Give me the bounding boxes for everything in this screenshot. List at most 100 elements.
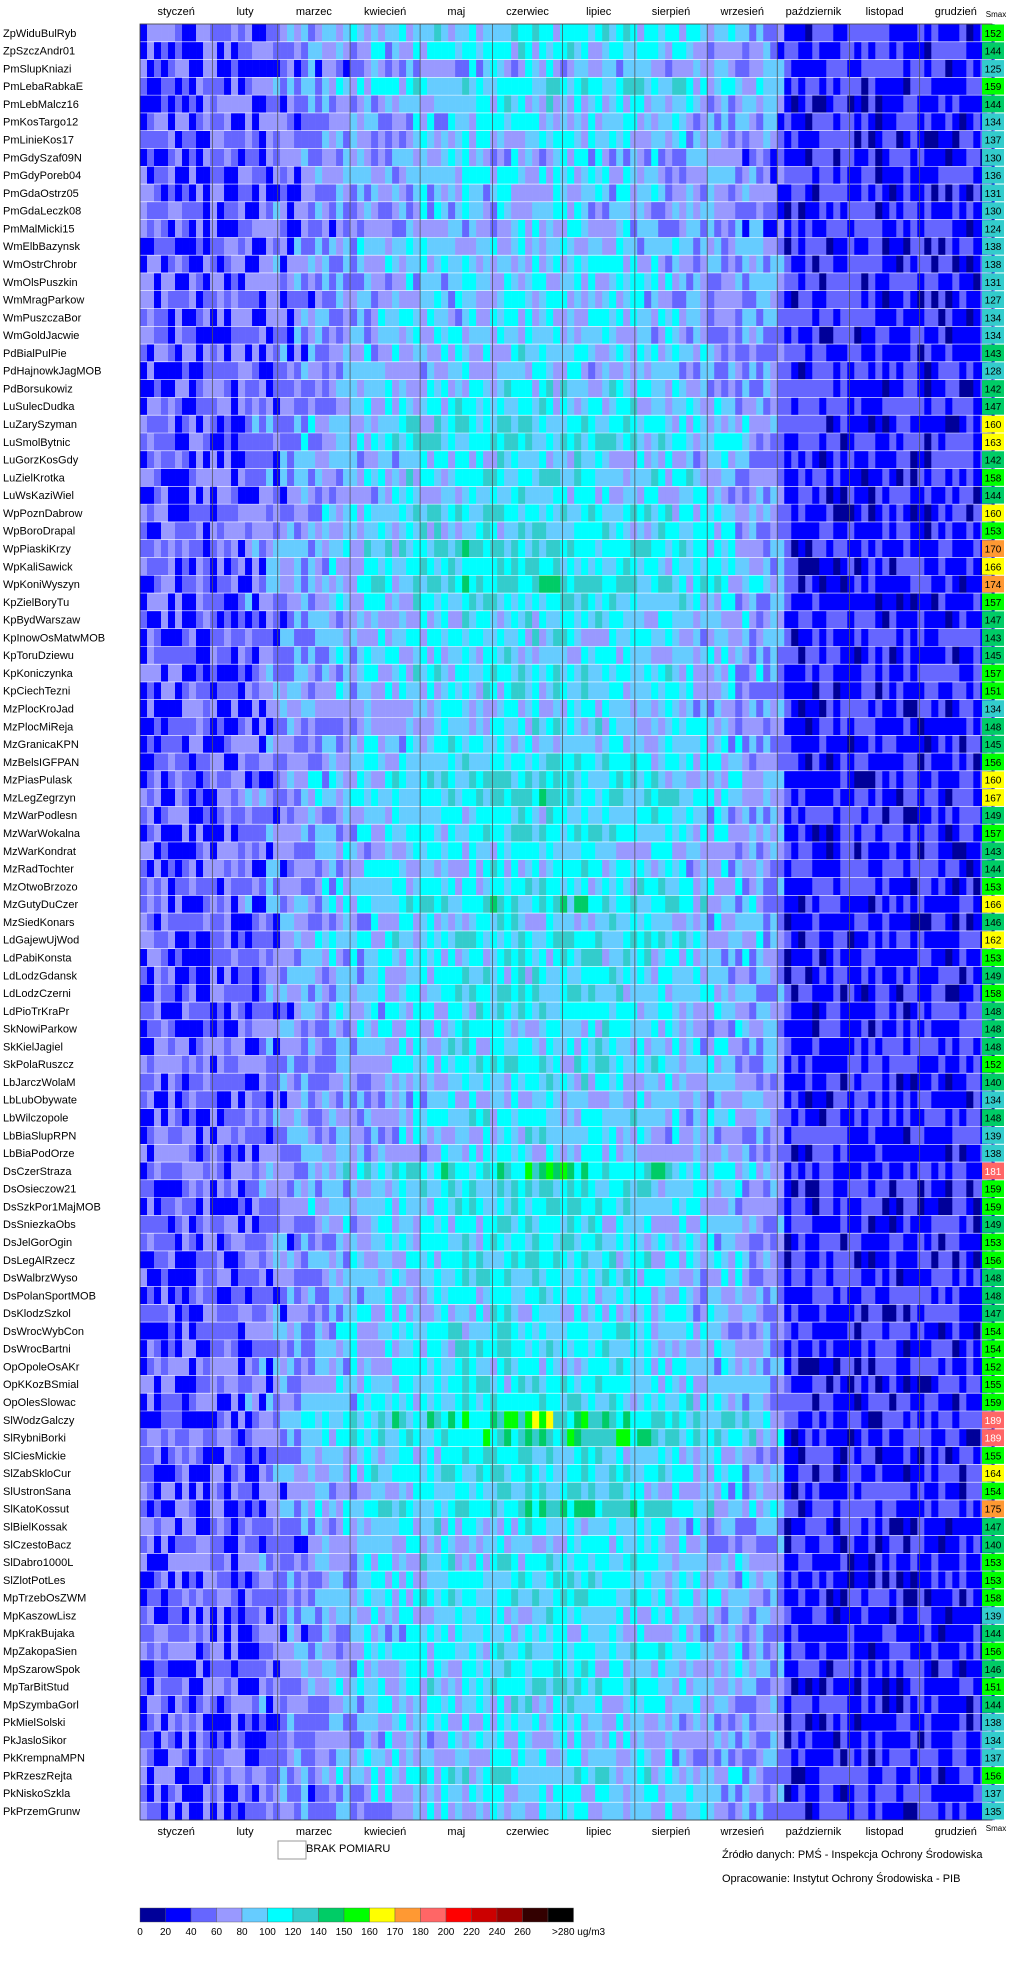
heat-cell <box>889 24 897 42</box>
heat-cell <box>252 539 260 558</box>
heat-cell <box>364 237 372 256</box>
heat-cell <box>847 361 855 380</box>
heat-cell <box>539 290 547 309</box>
heat-cell <box>889 610 897 629</box>
heat-cell <box>329 415 337 434</box>
heat-cell <box>588 308 596 327</box>
heat-cell <box>749 95 757 114</box>
heat-cell <box>252 184 260 203</box>
heat-cell <box>308 290 316 309</box>
heat-cell <box>210 450 218 469</box>
heat-cell <box>903 130 911 149</box>
heat-cell <box>266 699 274 718</box>
heat-cell <box>770 432 778 451</box>
heat-cell <box>574 521 582 540</box>
heat-cell <box>231 77 239 96</box>
heat-cell <box>868 539 876 558</box>
heat-cell <box>175 290 183 309</box>
heat-cell <box>798 539 806 558</box>
heat-cell <box>896 130 904 149</box>
heat-cell <box>413 432 421 451</box>
heat-cell <box>770 699 778 718</box>
heat-cell <box>616 219 624 238</box>
heat-cell <box>420 450 428 469</box>
heat-cell <box>931 699 939 718</box>
heat-cell <box>294 628 302 647</box>
heat-cell <box>140 521 148 540</box>
heat-cell <box>917 184 925 203</box>
heat-cell <box>343 575 351 594</box>
heat-cell <box>966 308 974 327</box>
heat-cell <box>210 646 218 665</box>
heat-cell <box>693 397 701 416</box>
heat-cell <box>665 24 673 42</box>
heat-cell <box>532 539 540 558</box>
heat-cell <box>315 95 323 114</box>
heat-cell <box>469 95 477 114</box>
heat-cell <box>266 344 274 363</box>
heat-cell <box>448 432 456 451</box>
heat-cell <box>749 699 757 718</box>
heat-cell <box>959 521 967 540</box>
heat-cell <box>560 41 568 60</box>
heat-cell <box>945 59 953 78</box>
heat-cell <box>644 59 652 78</box>
heat-cell <box>567 646 575 665</box>
heat-cell <box>462 272 470 291</box>
heat-cell <box>924 272 932 291</box>
heat-cell <box>252 717 260 736</box>
heat-cell <box>973 255 981 274</box>
heat-cell <box>868 290 876 309</box>
heat-cell <box>973 237 981 256</box>
heat-cell <box>315 664 323 683</box>
heat-cell <box>658 521 666 540</box>
heat-cell <box>539 397 547 416</box>
heat-cell <box>658 77 666 96</box>
heat-cell <box>686 112 694 131</box>
heat-cell <box>287 24 295 42</box>
heat-cell <box>931 201 939 220</box>
station-label: SlCzestoBacz <box>3 1539 71 1551</box>
heat-cell <box>497 699 505 718</box>
heat-cell <box>504 646 512 665</box>
heat-cell <box>259 681 267 700</box>
heat-cell <box>245 272 253 291</box>
heat-cell <box>581 95 589 114</box>
heat-cell <box>903 24 911 42</box>
heat-cell <box>770 344 778 363</box>
heat-cell <box>602 41 610 60</box>
heat-cell <box>952 201 960 220</box>
heat-cell <box>392 112 400 131</box>
station-label: WpBoroDrapal <box>3 526 75 538</box>
heat-cell <box>616 539 624 558</box>
heat-cell <box>553 308 561 327</box>
heat-cell <box>763 699 771 718</box>
heat-cell <box>770 610 778 629</box>
heat-cell <box>392 24 400 42</box>
heat-cell <box>280 699 288 718</box>
heat-cell <box>553 59 561 78</box>
heat-cell <box>399 59 407 78</box>
heat-cell <box>147 184 155 203</box>
heat-cell <box>490 219 498 238</box>
heat-cell <box>819 415 827 434</box>
heat-cell <box>707 219 715 238</box>
heat-cell <box>539 432 547 451</box>
heat-cell <box>623 361 631 380</box>
heat-cell <box>504 664 512 683</box>
heat-cell <box>210 290 218 309</box>
heat-cell <box>266 557 274 576</box>
heat-cell <box>259 504 267 523</box>
heat-cell <box>700 415 708 434</box>
heat-cell <box>525 717 533 736</box>
heat-cell <box>889 130 897 149</box>
heat-cell <box>154 397 162 416</box>
heat-cell <box>287 415 295 434</box>
heat-cell <box>266 237 274 256</box>
heat-cell <box>903 397 911 416</box>
heat-cell <box>735 504 743 523</box>
heat-cell <box>189 326 197 345</box>
heat-cell <box>574 450 582 469</box>
heat-cell <box>896 521 904 540</box>
heat-cell <box>147 308 155 327</box>
